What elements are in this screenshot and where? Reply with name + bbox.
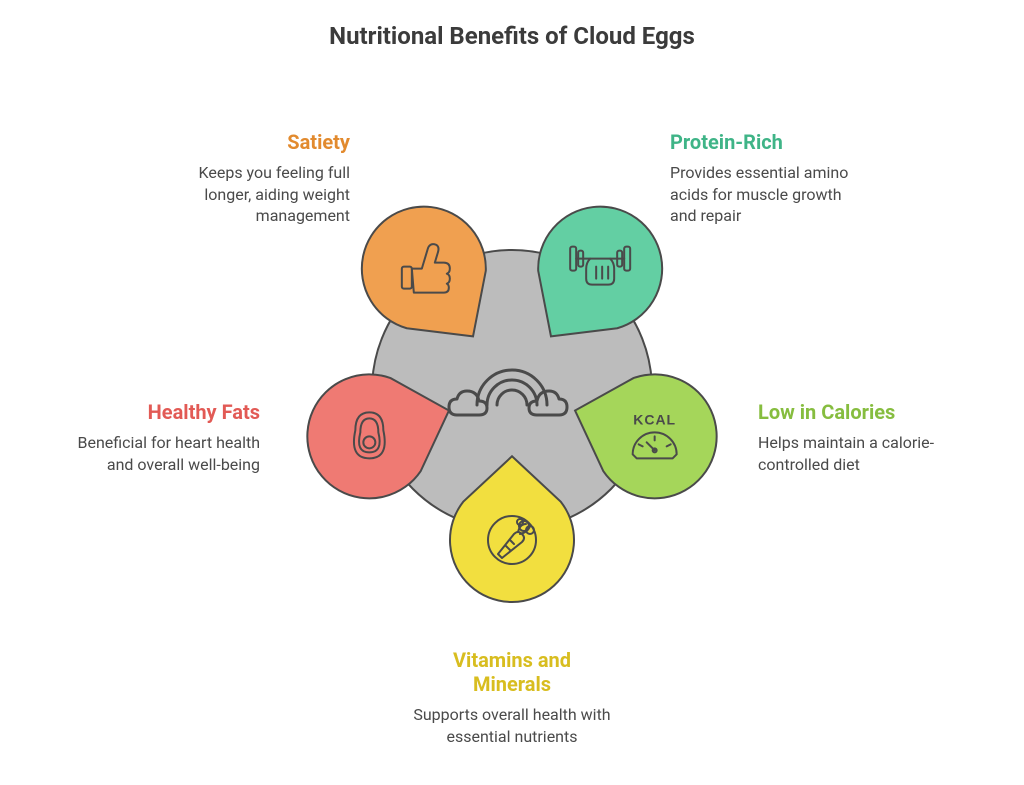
label-calories-title: Low in Calories: [758, 400, 958, 424]
label-calories-body: Helps maintain a calorie-controlled diet: [758, 432, 958, 475]
label-protein-title: Protein-Rich: [670, 130, 870, 154]
label-satiety-body: Keeps you feeling full longer, aiding we…: [150, 162, 350, 227]
petal-protein: [538, 207, 662, 337]
label-protein: Protein-Rich Provides essential amino aci…: [670, 130, 870, 227]
svg-text:KCAL: KCAL: [633, 411, 676, 427]
petal-satiety: [362, 207, 486, 337]
label-fats-title: Healthy Fats: [60, 400, 260, 424]
label-vitamins-body: Supports overall health with essential n…: [412, 704, 612, 747]
label-satiety-title: Satiety: [150, 130, 350, 154]
label-vitamins-title: Vitamins and Minerals: [412, 648, 612, 696]
label-fats-body: Beneficial for heart health and overall …: [60, 432, 260, 475]
label-fats: Healthy Fats Beneficial for heart health …: [60, 400, 260, 475]
label-vitamins: Vitamins and Minerals Supports overall he…: [412, 648, 612, 747]
label-protein-body: Provides essential amino acids for muscl…: [670, 162, 870, 227]
label-calories: Low in Calories Helps maintain a calorie-…: [758, 400, 958, 475]
label-satiety: Satiety Keeps you feeling full longer, ai…: [150, 130, 350, 227]
